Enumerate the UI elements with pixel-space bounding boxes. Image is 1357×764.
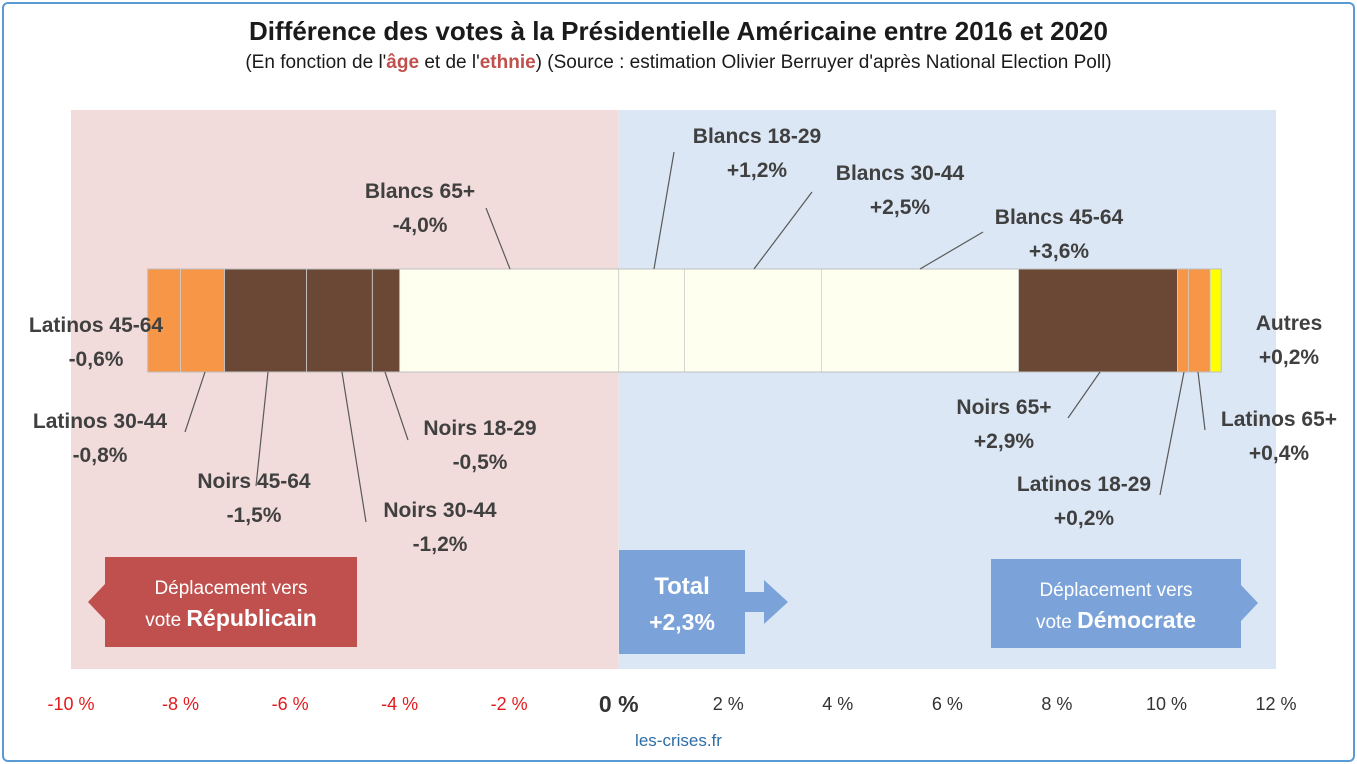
democrat-shift-line2: vote Démocrate [1036,607,1196,633]
x-tick-label: 10 % [1146,694,1187,714]
leader-line [919,231,984,270]
bar-segment [1018,268,1178,373]
bar-segment [1209,268,1222,373]
segment-label: Noirs 30-44 [383,499,497,522]
x-tick-label: -4 % [381,694,418,714]
leader-line [184,371,206,433]
republican-shift-line1: Déplacement vers [154,578,307,599]
x-tick-label: 2 % [713,694,744,714]
democrat-arrow-icon [1241,585,1258,621]
bar-segment [399,268,620,373]
segment-value-label: -1,5% [227,504,282,527]
x-tick-label: 4 % [822,694,853,714]
segment-label: Latinos 45-64 [29,314,164,337]
chart-subtitle: (En fonction de l'âge et de l'ethnie) (S… [0,50,1357,76]
x-tick-label: -6 % [272,694,309,714]
leader-line [753,191,813,270]
segment-label: Latinos 65+ [1221,408,1337,431]
republican-shift-line2: vote Républicain [145,605,317,631]
subtitle-mid: et de l' [419,52,480,73]
segment-label: Blancs 30-44 [836,162,965,185]
leader-line [1159,371,1185,496]
segment-value-label: +0,2% [1259,346,1319,369]
subtitle-age: âge [386,52,420,73]
x-tick-label: 0 % [599,691,639,717]
segment-value-label: +0,2% [1054,507,1114,530]
x-tick-label: 8 % [1041,694,1072,714]
bar-segment [306,268,373,373]
bar-outline [147,268,1222,373]
segment-value-label: -0,6% [69,348,124,371]
total-box [619,550,745,654]
leader-line [341,371,367,523]
segment-value-label: -0,8% [73,444,128,467]
segment-value-label: +2,9% [974,430,1034,453]
segment-value-label: +3,6% [1029,240,1089,263]
democrat-shift-line1: Déplacement vers [1039,580,1192,601]
leader-line [485,207,511,270]
segment-label: Blancs 65+ [365,180,475,203]
title-block: Différence des votes à la Présidentielle… [0,14,1357,76]
democrat-shift-box [991,559,1241,648]
segment-value-label: -0,5% [453,451,508,474]
subtitle-ethnie: ethnie [479,52,536,73]
chart-title: Différence des votes à la Présidentielle… [249,16,1108,46]
leader-line [384,371,409,441]
bar-segment [618,268,685,373]
segment-label: Noirs 45-64 [197,470,311,493]
republican-shift-box [105,557,357,647]
bar-segment [1187,268,1211,373]
total-label: Total [654,573,710,600]
bar-segment [684,268,822,373]
segment-value-label: +2,5% [870,196,930,219]
segment-value-label: +1,2% [727,159,787,182]
segment-label: Autres [1256,312,1323,335]
segment-value-label: -4,0% [393,214,448,237]
bar-segment [180,268,225,373]
segment-label: Blancs 45-64 [995,206,1124,229]
segment-value-label: +0,4% [1249,442,1309,465]
total-arrow-icon [745,580,788,624]
bar-segment [371,268,401,373]
leader-line [1197,371,1206,431]
segment-label: Noirs 18-29 [423,417,536,440]
bar-segment [223,268,307,373]
segment-label: Latinos 30-44 [33,410,168,433]
leader-line [653,151,675,270]
segment-label: Latinos 18-29 [1017,473,1151,496]
leader-line [255,371,269,487]
total-value: +2,3% [649,609,715,635]
x-tick-label: -10 % [47,694,94,714]
segment-label: Blancs 18-29 [693,125,821,148]
republican-arrow-icon [88,584,105,620]
subtitle-suffix: ) (Source : estimation Olivier Berruyer … [535,52,1112,73]
segment-label: Noirs 65+ [956,396,1051,419]
x-tick-label: -2 % [491,694,528,714]
x-tick-label: 6 % [932,694,963,714]
x-tick-label: -8 % [162,694,199,714]
bar-segment [820,268,1019,373]
segment-value-label: -1,2% [413,533,468,556]
bar-segment [1177,268,1189,373]
source-label[interactable]: les-crises.fr [635,731,722,750]
leader-line [1067,371,1101,419]
subtitle-prefix: (En fonction de l' [245,52,387,73]
x-tick-label: 12 % [1255,694,1296,714]
